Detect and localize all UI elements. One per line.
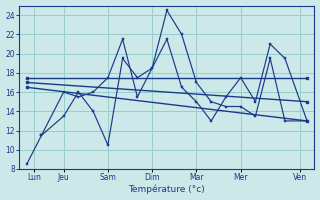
X-axis label: Température (°c): Température (°c): [129, 185, 205, 194]
